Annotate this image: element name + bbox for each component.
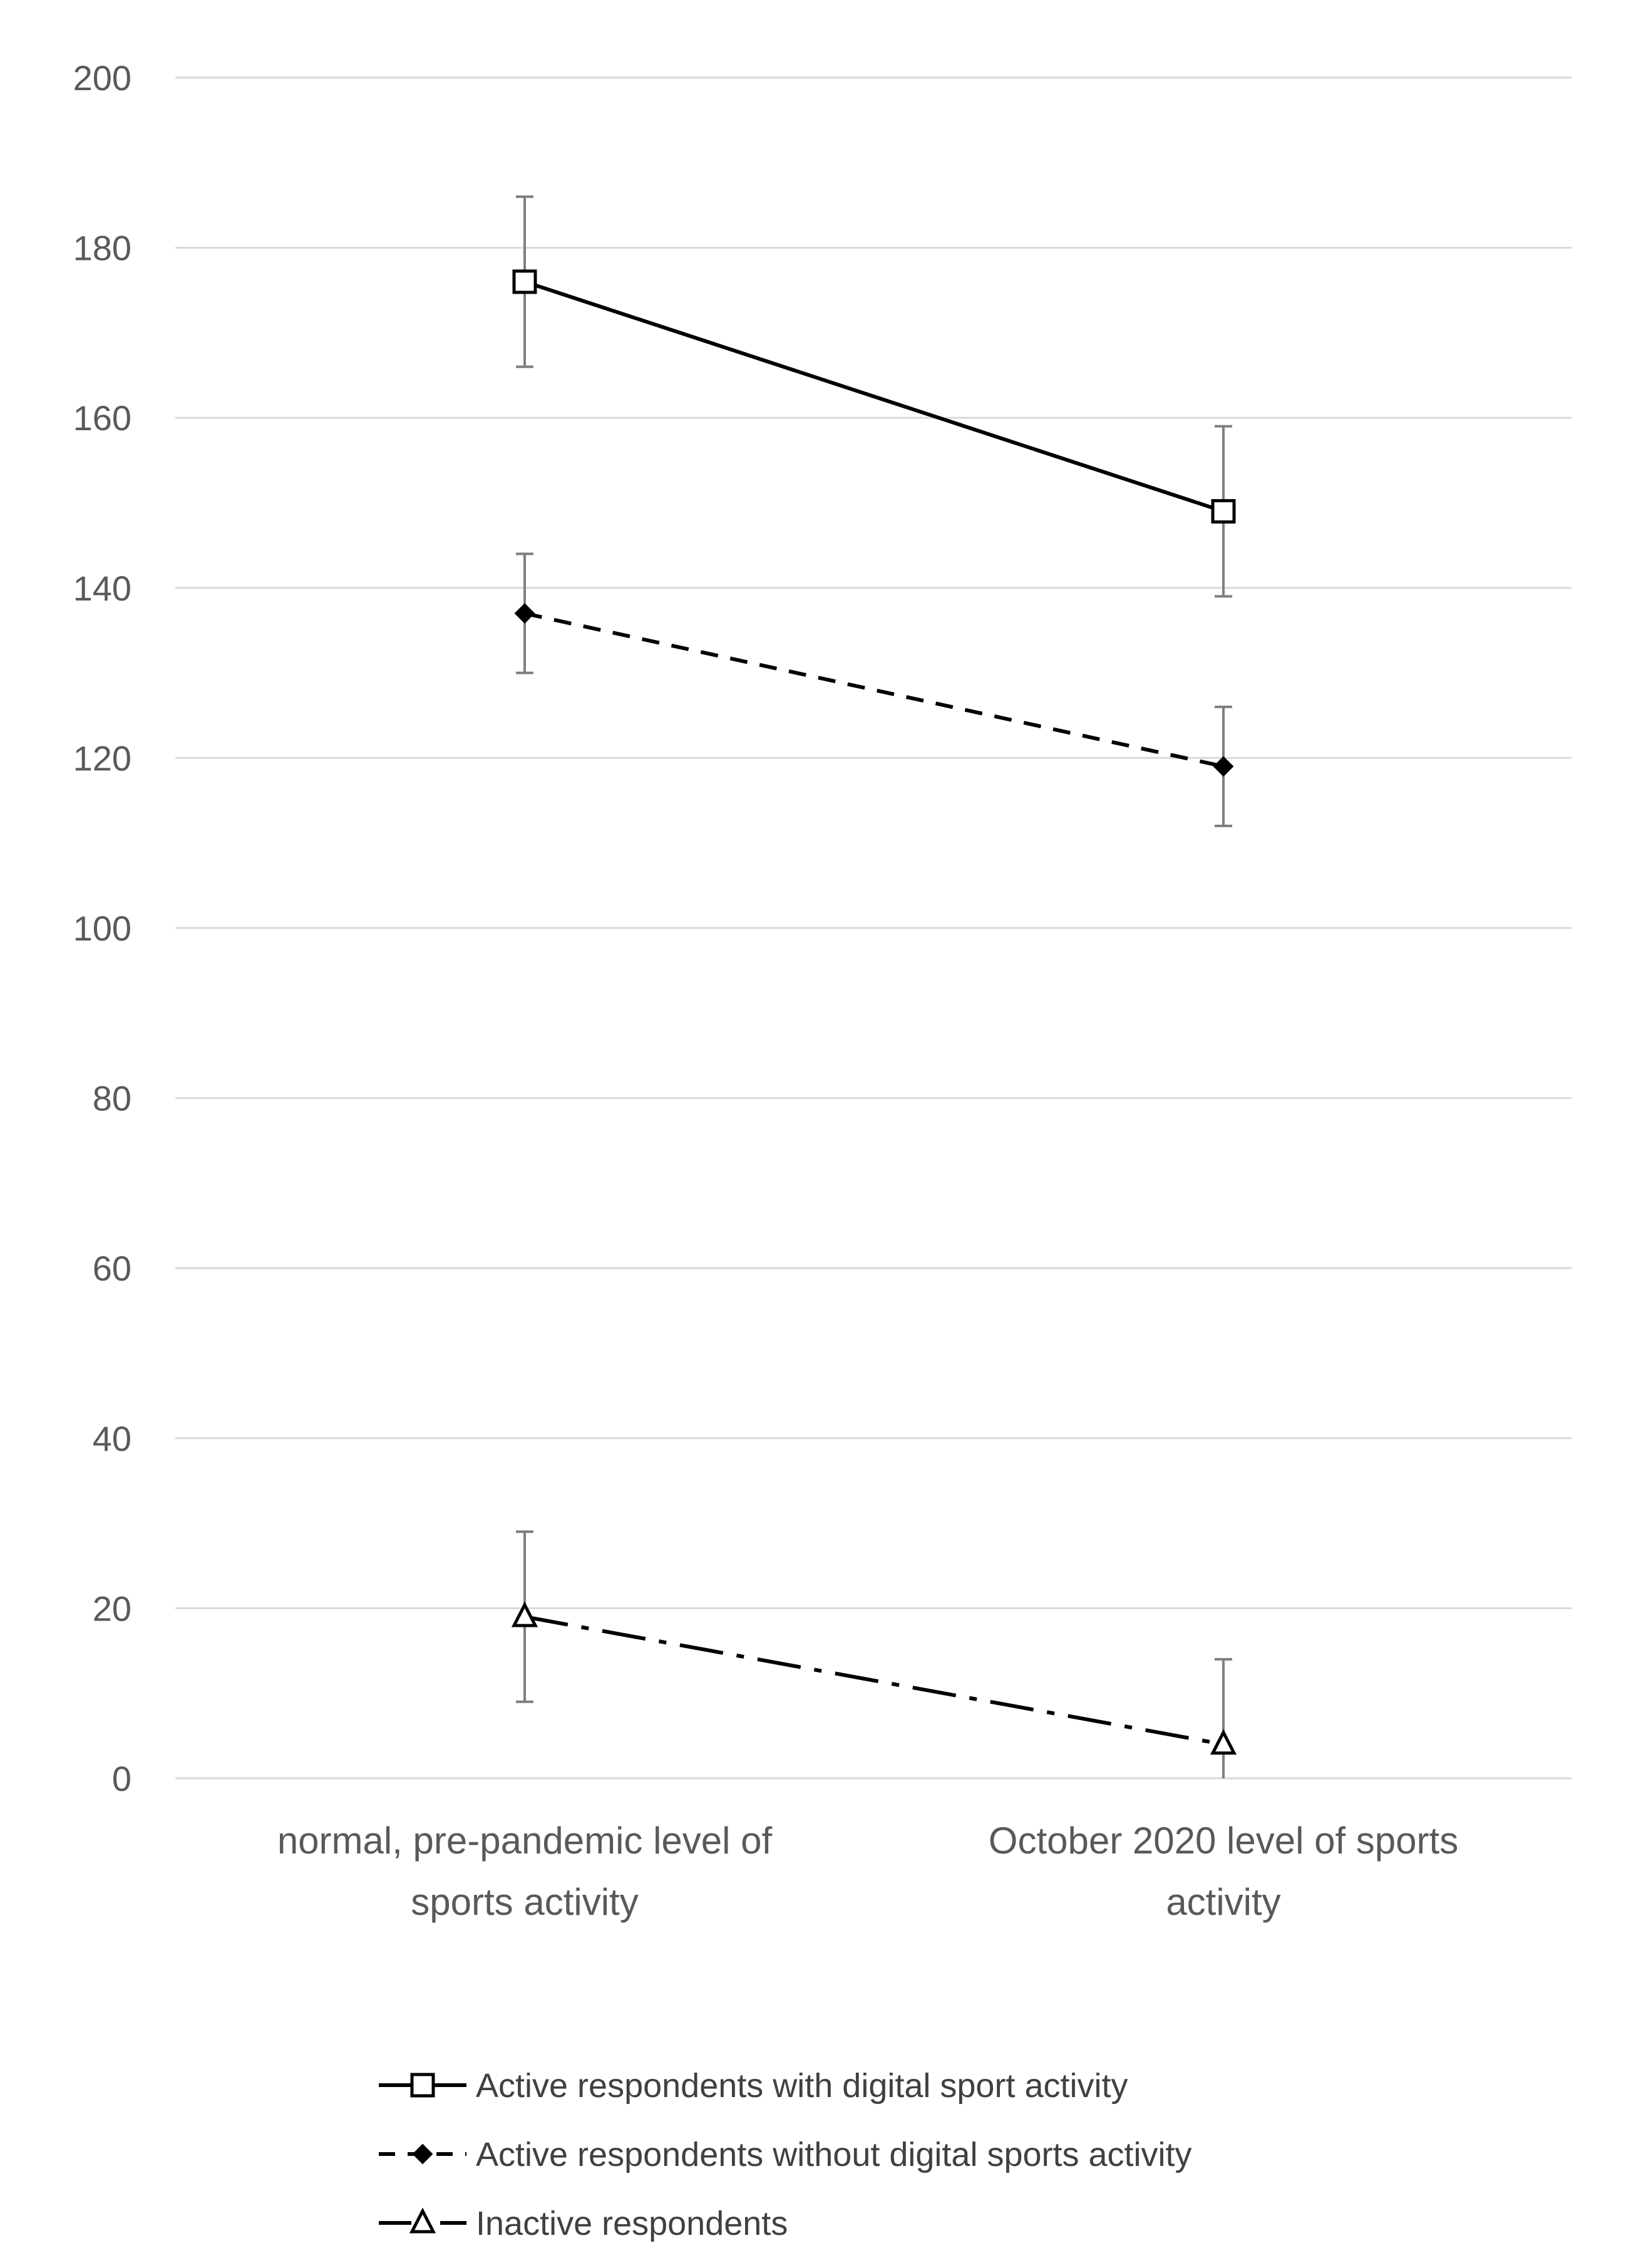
error-bar xyxy=(1215,1657,1232,1778)
legend: Active respondents with digital sport ac… xyxy=(379,2067,1192,2242)
series-markers xyxy=(511,269,1237,1755)
data-point xyxy=(1213,756,1234,777)
y-tick-label: 160 xyxy=(73,398,131,438)
y-tick-label: 60 xyxy=(93,1249,131,1288)
data-point xyxy=(1211,499,1236,524)
data-point xyxy=(1210,1729,1237,1755)
y-axis-ticks: 0 20 40 60 80 100 120 140 160 180 200 xyxy=(73,58,131,1798)
y-tick-label: 140 xyxy=(73,569,131,608)
y-tick-label: 0 xyxy=(112,1759,131,1798)
data-point xyxy=(511,1601,538,1627)
y-tick-label: 180 xyxy=(73,229,131,268)
x-category-label-line: sports activity xyxy=(411,1881,638,1923)
y-tick-label: 100 xyxy=(73,909,131,948)
x-category-label-line: October 2020 level of sports xyxy=(989,1820,1458,1862)
y-tick-label: 20 xyxy=(93,1589,131,1628)
x-category-label: normal, pre-pandemic level of sports acti… xyxy=(277,1820,773,1923)
legend-marker xyxy=(409,2207,436,2234)
legend-label: Active respondents with digital sport ac… xyxy=(476,2067,1128,2105)
legend-label: Inactive respondents xyxy=(476,2205,788,2242)
series-line xyxy=(524,280,1224,513)
data-point xyxy=(514,603,535,624)
y-tick-label: 80 xyxy=(93,1079,131,1118)
legend-item: Inactive respondents xyxy=(379,2205,788,2242)
x-category-label-line: activity xyxy=(1166,1881,1280,1923)
legend-marker xyxy=(412,2143,433,2165)
x-category-label-line: normal, pre-pandemic level of xyxy=(277,1820,773,1862)
series-line xyxy=(524,611,1224,768)
series-line xyxy=(524,1615,1224,1746)
series-lines xyxy=(524,280,1224,1746)
legend-item: Active respondents with digital sport ac… xyxy=(379,2067,1128,2105)
y-tick-label: 120 xyxy=(73,738,131,778)
x-axis-categories: normal, pre-pandemic level of sports acti… xyxy=(277,1820,1458,1923)
legend-label: Active respondents without digital sport… xyxy=(476,2136,1192,2173)
y-tick-label: 200 xyxy=(73,58,131,98)
gridlines xyxy=(175,76,1572,1780)
data-point xyxy=(512,269,537,294)
y-tick-label: 40 xyxy=(93,1419,131,1458)
x-category-label: October 2020 level of sports activity xyxy=(989,1820,1458,1923)
legend-marker xyxy=(410,2073,435,2098)
legend-item: Active respondents without digital sport… xyxy=(379,2136,1192,2173)
error-bars xyxy=(516,195,1232,1778)
